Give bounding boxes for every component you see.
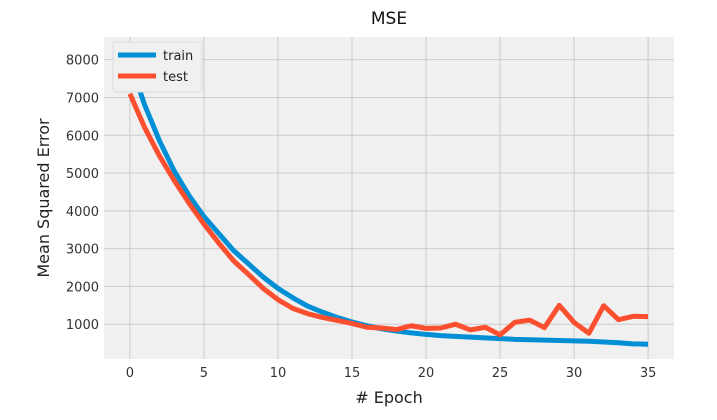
y-tick-label: 2000: [66, 280, 99, 295]
y-tick-label: 8000: [66, 54, 99, 69]
chart-title: MSE: [371, 9, 407, 29]
x-axis-label: # Epoch: [355, 388, 422, 407]
legend-label-train: train: [163, 49, 193, 64]
y-tick-label: 5000: [66, 167, 99, 182]
y-tick-label: 3000: [66, 243, 99, 258]
x-tick-label: 0: [126, 366, 134, 381]
series-line-test: [127, 92, 649, 338]
x-tick-label: 20: [418, 366, 435, 381]
x-tick-label: 30: [566, 366, 583, 381]
x-tick-label: 25: [492, 366, 509, 381]
legend-label-test: test: [163, 70, 188, 85]
grid-lines: [104, 37, 674, 359]
axis-tick-labels: 0 5 10 15 20 25 30 35 1000 2000 3000 4000 5000 6000 70…: [66, 54, 656, 381]
y-tick-label: 7000: [66, 91, 99, 106]
legend: train test: [112, 41, 203, 93]
series-lines: [127, 60, 649, 347]
x-tick-label: 15: [344, 366, 361, 381]
y-axis-label: Mean Squared Error: [34, 118, 53, 278]
x-tick-label: 35: [640, 366, 657, 381]
x-tick-label: 5: [200, 366, 208, 381]
y-tick-label: 4000: [66, 205, 99, 220]
x-tick-label: 10: [270, 366, 287, 381]
y-tick-label: 6000: [66, 129, 99, 144]
y-tick-label: 1000: [66, 318, 99, 333]
